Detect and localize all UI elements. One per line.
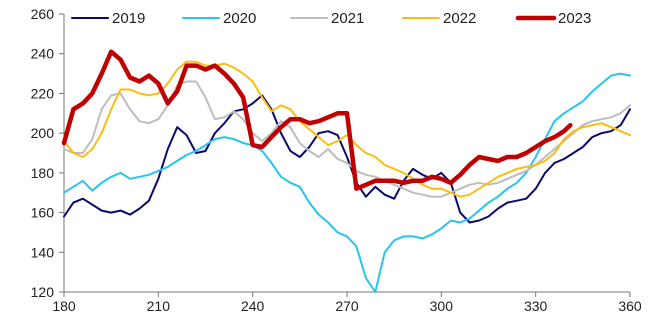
series-line-2019 (63, 94, 631, 224)
y-tick-label: 120 (31, 284, 55, 300)
y-tick-label: 160 (31, 205, 55, 221)
x-tick-label: 330 (524, 298, 548, 314)
x-tick-label: 360 (618, 298, 642, 314)
y-tick-label: 140 (31, 244, 55, 260)
y-tick-label: 180 (31, 165, 55, 181)
x-axis-tick-labels: 180 210 240 270 300 330 360 (52, 298, 642, 314)
series-lines (61, 49, 631, 293)
x-tick-label: 300 (430, 298, 454, 314)
series-line-2023 (61, 49, 573, 191)
series-line-2020 (63, 72, 631, 293)
y-axis-tick-labels: 120 140 160 180 200 220 240 260 (31, 6, 55, 300)
x-tick-label: 240 (241, 298, 265, 314)
x-tick-label: 180 (52, 298, 76, 314)
legend-label-2020: 2020 (223, 10, 256, 27)
y-tick-label: 260 (31, 6, 55, 22)
x-tick-label: 210 (147, 298, 171, 314)
legend-label-2019: 2019 (112, 10, 145, 27)
x-tick-label: 270 (335, 298, 359, 314)
series-line-2022 (63, 60, 631, 198)
y-tick-label: 240 (31, 46, 55, 62)
legend-label-2022: 2022 (443, 10, 476, 27)
legend-label-2023: 2023 (558, 10, 591, 27)
y-tick-label: 200 (31, 125, 55, 141)
legend-label-2021: 2021 (331, 10, 364, 27)
legend: 2019 2020 2021 2022 2023 (71, 10, 591, 27)
axes (59, 13, 631, 297)
y-tick-label: 220 (31, 85, 55, 101)
